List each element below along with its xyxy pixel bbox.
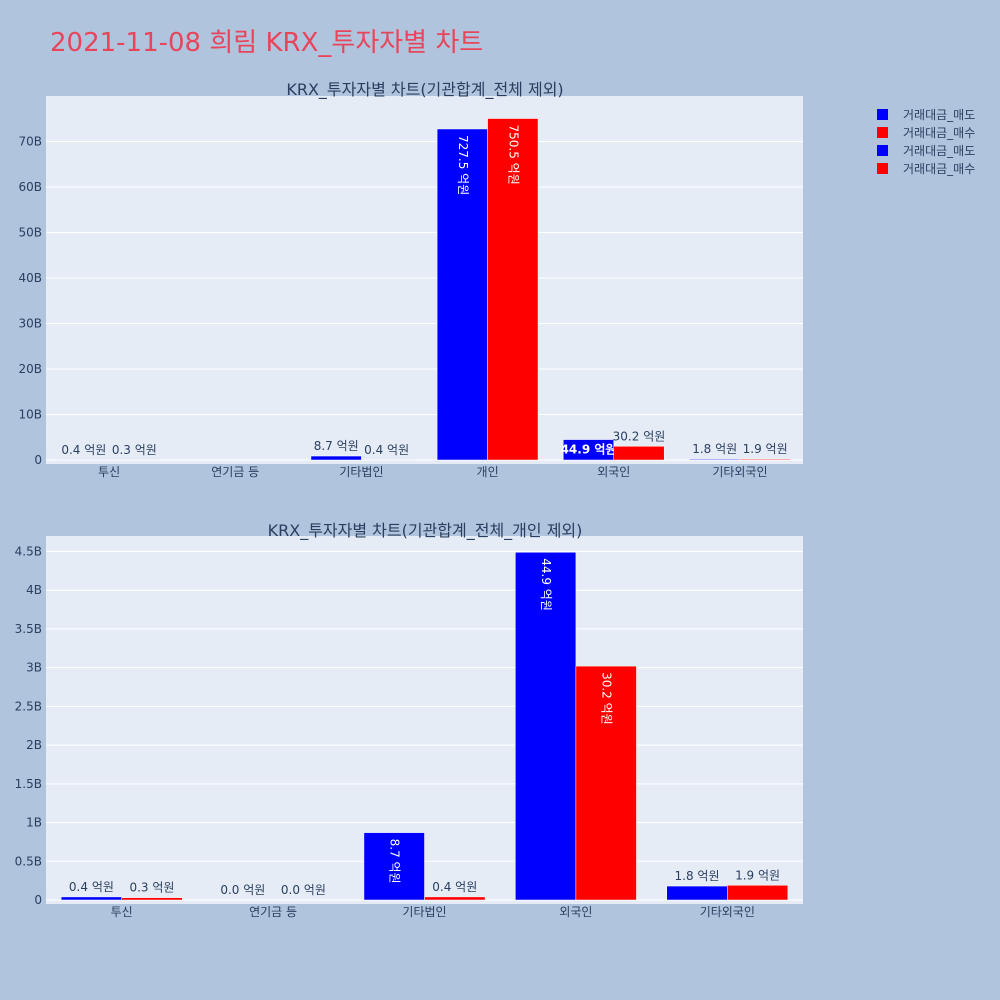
- chart2-data-label: 0.4 억원: [432, 880, 477, 894]
- legend-swatch[interactable]: [877, 109, 888, 120]
- chart1-y-tick-label: 20B: [18, 362, 42, 376]
- chart2-x-tick-label: 기타법인: [402, 905, 446, 919]
- chart2-y-tick-label: 4.5B: [15, 544, 42, 558]
- legend-label: 거래대금_매수: [903, 162, 975, 176]
- chart2-y-tick-label: 3B: [26, 661, 42, 675]
- chart2-bar[interactable]: [363, 832, 425, 901]
- chart1-data-label: 1.9 억원: [743, 442, 788, 456]
- chart1-y-tick-label: 0: [34, 453, 42, 467]
- chart2-x-tick-label: 연기금 등: [249, 905, 297, 919]
- legend-label: 거래대금_매수: [903, 126, 975, 140]
- page-title: 2021-11-08 희림 KRX_투자자별 차트: [50, 28, 484, 58]
- chart2-y-tick-label: 0: [34, 893, 42, 907]
- chart2-bar[interactable]: [575, 665, 637, 901]
- chart1-bar[interactable]: [487, 118, 539, 461]
- chart2-x-tick-label: 투신: [111, 905, 133, 919]
- chart2-data-label: 1.8 억원: [675, 869, 720, 883]
- chart2-y-tick-label: 3.5B: [15, 622, 42, 636]
- chart1-plot-area: [46, 96, 803, 464]
- chart2-data-label: 1.9 억원: [735, 868, 780, 882]
- chart2-bar[interactable]: [60, 896, 122, 901]
- chart1-data-label: 44.9 억원: [561, 443, 617, 457]
- chart2-y-tick-label: 0.5B: [15, 854, 42, 868]
- chart1-data-label: 727.5 억원: [456, 135, 470, 195]
- chart1-x-tick-label: 기타외국인: [712, 465, 767, 479]
- chart1-data-label: 0.4 억원: [364, 443, 409, 457]
- chart1-y-tick-label: 60B: [18, 180, 42, 194]
- chart1-data-label: 750.5 억원: [506, 125, 520, 185]
- chart1-x-tick-label: 외국인: [597, 465, 630, 479]
- chart1-y-tick-label: 40B: [18, 271, 42, 285]
- chart2-y-tick-label: 2B: [26, 738, 42, 752]
- chart2-title: KRX_투자자별 차트(기관합계_전체_개인 제외): [268, 521, 583, 541]
- chart1-title: KRX_투자자별 차트(기관합계_전체 제외): [286, 80, 563, 100]
- chart1-bar[interactable]: [310, 455, 362, 461]
- chart1-x-tick-label: 개인: [477, 465, 499, 479]
- chart1-bar[interactable]: [436, 128, 488, 461]
- legend-label: 거래대금_매도: [903, 108, 975, 122]
- chart1-data-label: 30.2 억원: [613, 429, 666, 443]
- chart1-x-tick-label: 연기금 등: [211, 465, 259, 479]
- chart2-data-label: 0.3 억원: [129, 881, 174, 895]
- chart2-bar[interactable]: [424, 896, 486, 901]
- legend-swatch[interactable]: [877, 163, 888, 174]
- chart2-x-tick-label: 외국인: [559, 905, 592, 919]
- chart2-bar[interactable]: [121, 897, 183, 901]
- chart1-y-tick-label: 50B: [18, 226, 42, 240]
- chart2-data-label: 8.7 억원: [388, 839, 402, 884]
- chart2-x-tick-label: 기타외국인: [700, 905, 755, 919]
- legend-label: 거래대금_매도: [903, 144, 975, 158]
- chart1-bar[interactable]: [613, 446, 665, 461]
- chart2-data-label: 0.0 억원: [281, 883, 326, 897]
- chart1-bar[interactable]: [739, 458, 791, 461]
- chart2-data-label: 44.9 억원: [539, 558, 553, 611]
- chart2-y-tick-label: 1B: [26, 816, 42, 830]
- chart2-data-label: 0.0 억원: [220, 883, 265, 897]
- chart2-y-tick-label: 1.5B: [15, 777, 42, 791]
- chart2-y-tick-label: 2.5B: [15, 699, 42, 713]
- chart1-x-tick-label: 투신: [98, 465, 120, 479]
- chart1-data-label: 0.3 억원: [112, 443, 157, 457]
- chart1-bar[interactable]: [689, 458, 741, 461]
- chart2-bar[interactable]: [666, 885, 728, 901]
- chart1-x-tick-label: 기타법인: [339, 465, 383, 479]
- chart1-data-label: 8.7 억원: [314, 439, 359, 453]
- chart1-y-tick-label: 70B: [18, 135, 42, 149]
- legend-swatch[interactable]: [877, 127, 888, 138]
- chart1-y-tick-label: 10B: [18, 408, 42, 422]
- legend-swatch[interactable]: [877, 145, 888, 156]
- chart2-y-tick-label: 4B: [26, 583, 42, 597]
- chart1-data-label: 1.8 억원: [692, 442, 737, 456]
- chart2-bar[interactable]: [515, 552, 577, 901]
- chart2-data-label: 30.2 억원: [600, 672, 614, 725]
- chart1-data-label: 0.4 억원: [61, 443, 106, 457]
- chart2-data-label: 0.4 억원: [69, 880, 114, 894]
- chart2-bar[interactable]: [727, 885, 789, 901]
- chart1-y-tick-label: 30B: [18, 317, 42, 331]
